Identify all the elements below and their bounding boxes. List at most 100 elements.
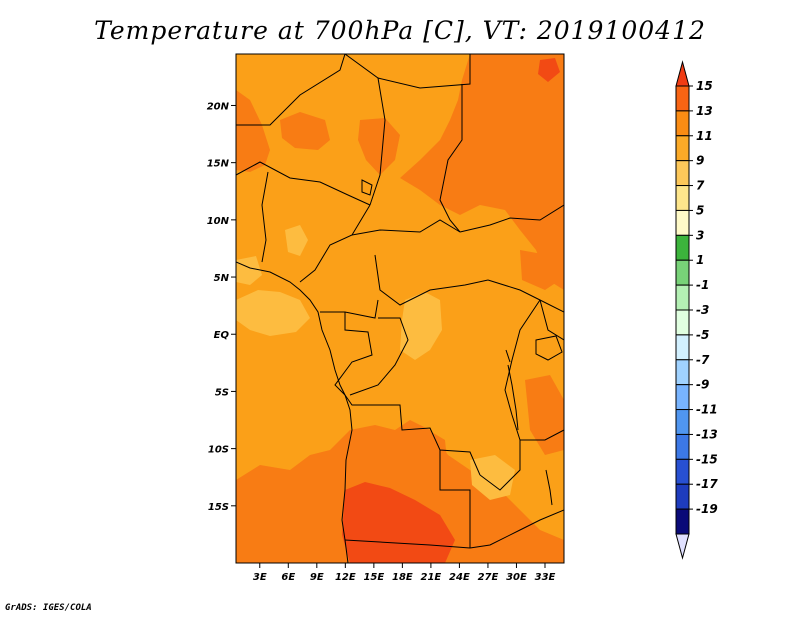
colorbar-label: 15 bbox=[696, 79, 713, 93]
border-angola-zambia bbox=[439, 450, 471, 548]
lat-tick-label: 10N bbox=[207, 216, 230, 227]
lake-kivu bbox=[505, 349, 511, 363]
chart-title: Temperature at 700hPa [C], VT: 201910041… bbox=[94, 16, 706, 45]
lon-tick-label: 6E bbox=[281, 572, 295, 583]
warm-region-angola bbox=[236, 420, 564, 563]
colorbar-label: 7 bbox=[696, 179, 705, 193]
colorbar-box bbox=[675, 85, 690, 112]
colorbar-box bbox=[675, 309, 690, 336]
warm-region-chad bbox=[358, 118, 400, 175]
border-car-south bbox=[374, 254, 489, 306]
colorbar-label: -13 bbox=[696, 427, 718, 441]
colorbar-label: 13 bbox=[696, 104, 713, 118]
lon-tick-label: 15E bbox=[363, 572, 384, 583]
warm-region-east-central bbox=[520, 250, 560, 290]
colorbar-label: -11 bbox=[696, 403, 718, 417]
lon-tick-label: 24E bbox=[449, 572, 470, 583]
lon-tick-label: 21E bbox=[421, 572, 442, 583]
colorbar-top-triangle bbox=[675, 60, 690, 87]
border-congo-drc bbox=[349, 317, 409, 396]
colorbar-box bbox=[675, 458, 690, 485]
colorbar-box bbox=[675, 135, 690, 162]
warm-region-north-central bbox=[280, 112, 330, 150]
colorbar-label: 3 bbox=[696, 228, 704, 242]
lake-malawi bbox=[545, 469, 553, 506]
colorbar-box bbox=[675, 483, 690, 510]
colorbar-box bbox=[675, 384, 690, 411]
cool-region-gabon-coast bbox=[236, 290, 310, 336]
border-cameroon-gabon bbox=[320, 299, 379, 319]
hot-region-northeast-corner bbox=[538, 58, 560, 82]
border-drc-angola bbox=[344, 394, 481, 476]
warm-region-northeast bbox=[400, 54, 564, 290]
lon-tick-label: 18E bbox=[392, 572, 413, 583]
cool-region-gulf bbox=[236, 256, 262, 285]
lon-tick-label: 30E bbox=[506, 572, 527, 583]
colorbar-box bbox=[675, 359, 690, 386]
colorbar-label: 1 bbox=[696, 253, 704, 267]
border-tanzania bbox=[520, 429, 564, 441]
hot-region-southwest bbox=[342, 482, 455, 563]
colorbar-label: -7 bbox=[696, 353, 710, 367]
lat-tick-label: 15N bbox=[207, 159, 230, 170]
lat-tick-label: 20N bbox=[207, 101, 230, 112]
lat-tick-label: 5N bbox=[214, 273, 230, 284]
colorbar-box bbox=[675, 209, 690, 236]
border-chad-sudan bbox=[439, 84, 463, 233]
colorbar-box bbox=[675, 259, 690, 286]
footer-credit: GrADS: IGES/COLA bbox=[5, 603, 92, 613]
lat-tick-label: 5S bbox=[215, 387, 229, 398]
country-borders bbox=[236, 54, 564, 563]
longitude-axis: 3E 6E 9E 12E 15E 18E 21E 24E 27E 30E 33E bbox=[253, 563, 556, 583]
lon-tick-label: 3E bbox=[253, 572, 267, 583]
colorbar-box bbox=[675, 409, 690, 435]
border-nigeria-benin bbox=[261, 171, 269, 263]
border-kenya-uganda bbox=[539, 299, 564, 341]
cool-region-congo-basin bbox=[400, 292, 442, 360]
colorbar-label: 9 bbox=[696, 154, 704, 168]
border-drc-east bbox=[504, 299, 541, 441]
lat-tick-label: EQ bbox=[214, 330, 230, 341]
border-gabon-congo bbox=[334, 312, 373, 396]
colorbar-label: -17 bbox=[696, 477, 718, 491]
border-niger-nigeria bbox=[236, 161, 371, 206]
border-chad-car bbox=[351, 219, 461, 236]
border-niger-chad bbox=[369, 77, 386, 206]
latitude-axis: 20N 15N 10N 5N EQ 5S 10S 15S bbox=[207, 101, 236, 513]
border-zambia-south bbox=[469, 509, 564, 549]
colorbar-bottom-triangle bbox=[675, 533, 690, 560]
lon-tick-label: 12E bbox=[335, 572, 356, 583]
temperature-field bbox=[236, 54, 564, 563]
colorbar-label: 5 bbox=[696, 203, 704, 217]
colorbar-box bbox=[675, 508, 690, 535]
lon-tick-label: 27E bbox=[478, 572, 499, 583]
lon-tick-label: 9E bbox=[310, 572, 324, 583]
lake-victoria bbox=[535, 335, 563, 361]
border-angola-namibia bbox=[344, 539, 471, 549]
border-algeria-niger bbox=[236, 54, 346, 126]
colorbar-box bbox=[675, 433, 690, 460]
colorbar-box bbox=[675, 160, 690, 187]
lat-tick-label: 15S bbox=[208, 502, 229, 513]
lake-chad bbox=[361, 179, 373, 196]
colorbar-box bbox=[675, 284, 690, 311]
colorbar-box bbox=[675, 110, 690, 137]
colorbar-box bbox=[675, 234, 690, 261]
border-libya-chad bbox=[344, 54, 471, 89]
lat-tick-label: 10S bbox=[208, 445, 229, 456]
colorbar-box bbox=[675, 185, 690, 211]
border-drc-zambia bbox=[479, 440, 521, 491]
colorbar-label: -19 bbox=[696, 502, 718, 516]
colorbar-label: -3 bbox=[696, 303, 709, 317]
colorbar-box bbox=[675, 334, 690, 361]
lake-tanganyika bbox=[507, 364, 519, 431]
cool-region-south-east bbox=[470, 455, 515, 500]
colorbar-label: -9 bbox=[696, 378, 709, 392]
colorbar-label: -1 bbox=[696, 278, 709, 292]
colorbar-label: -5 bbox=[696, 328, 709, 342]
coastline-west bbox=[236, 261, 353, 563]
warm-region-northwest bbox=[236, 90, 270, 172]
cool-region-cameroon bbox=[285, 225, 308, 256]
border-southsudan-uganda bbox=[487, 279, 564, 313]
